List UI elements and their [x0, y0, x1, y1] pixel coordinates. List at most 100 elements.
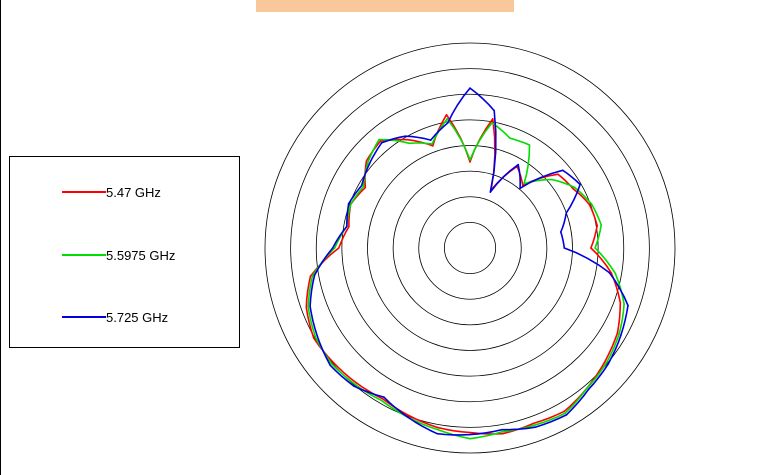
polar-ring-3 — [392, 170, 548, 326]
series-2-point-5 — [550, 178, 553, 181]
series-3-point-19 — [436, 432, 438, 435]
series-3-point-34 — [429, 139, 432, 141]
series-3-point-33 — [404, 135, 407, 137]
series-3-point-1 — [493, 109, 495, 112]
series-2-point-10 — [614, 272, 617, 275]
polar-ring-6 — [315, 93, 625, 403]
series-2-point-9 — [594, 247, 596, 249]
series-2-point-24 — [314, 336, 317, 339]
series-1-point-23 — [332, 361, 335, 364]
series-1-point-22 — [355, 382, 358, 384]
series-3-point-29 — [347, 203, 350, 205]
series-1-point-34 — [432, 145, 434, 147]
series-1-point-11 — [619, 301, 622, 304]
series-2-point-21 — [381, 399, 383, 402]
series-3-point-24 — [316, 335, 319, 337]
polar-ring-2 — [418, 196, 522, 300]
polar-rings — [264, 42, 676, 454]
polar-ring-1 — [443, 221, 497, 275]
series-3-point-15 — [565, 414, 568, 416]
series-1-point-31 — [365, 160, 368, 162]
series-1-point-7 — [588, 203, 591, 206]
series-3-point-9 — [563, 247, 566, 249]
series-1-point-8 — [596, 224, 598, 227]
series-3-point-25 — [309, 305, 311, 308]
series-3-point-16 — [534, 426, 536, 429]
legend-item-3: 5.725 GHz — [62, 308, 168, 326]
series-3-point-6 — [579, 183, 581, 186]
polar-ring-8 — [264, 42, 676, 454]
series-3-point-8 — [560, 231, 562, 233]
series-3-point-18 — [469, 433, 471, 436]
legend-label-1: 5.47 GHz — [106, 184, 161, 200]
series-1-point-17 — [502, 432, 504, 435]
series-3-point-31 — [368, 162, 371, 165]
series-2-point-33 — [408, 142, 411, 145]
series-1-point-25 — [305, 306, 308, 309]
legend-item-2: 5.5975 GHz — [62, 246, 175, 264]
series-3-point-5 — [561, 169, 564, 172]
legend-swatch-2 — [62, 254, 106, 256]
series-1-point-27 — [338, 247, 340, 249]
series-3-point-20 — [407, 416, 410, 419]
series-line-2 — [307, 118, 625, 440]
series-2-point-1 — [491, 122, 493, 124]
series-2-point-35 — [446, 118, 448, 120]
series-3-point-23 — [329, 364, 331, 367]
legend-item-1: 5.47 GHz — [62, 183, 161, 201]
series-1-point-13 — [604, 360, 606, 363]
series-1-point-10 — [610, 272, 613, 274]
series-1-point-19 — [437, 426, 440, 429]
series-2-point-15 — [564, 412, 567, 414]
series-2-point-23 — [331, 363, 333, 365]
series-2-point-6 — [573, 186, 576, 189]
series-3-point-22 — [353, 385, 355, 388]
series-1-point-15 — [563, 410, 566, 413]
series-1-point-18 — [469, 431, 471, 434]
series-3-point-26 — [313, 274, 316, 277]
series-3-point-35 — [447, 122, 449, 124]
series-2-point-25 — [307, 306, 309, 308]
series-3-point-12 — [620, 334, 622, 336]
series-1-point-6 — [572, 187, 574, 190]
series-2-point-18 — [469, 437, 471, 440]
series-1-point-35 — [445, 114, 448, 116]
frame-border-left — [0, 0, 1, 475]
series-1-point-21 — [382, 398, 384, 400]
series-2-point-29 — [349, 203, 352, 206]
polar-ring-5 — [341, 119, 599, 377]
series-3-point-17 — [501, 428, 503, 431]
series-3-point-3 — [517, 163, 519, 166]
series-2-point-4 — [523, 182, 525, 185]
series-line-3 — [309, 87, 629, 436]
series-3-point-32 — [380, 142, 383, 144]
series-3-point-0 — [469, 87, 471, 89]
polar-ring-4 — [367, 145, 573, 351]
series-1-point-16 — [533, 422, 535, 425]
series-2-point-22 — [354, 383, 357, 386]
series-2-point-31 — [367, 161, 369, 164]
series-2-point-12 — [618, 333, 620, 335]
series-1-point-24 — [313, 337, 315, 340]
polar-series — [305, 87, 629, 440]
series-2-point-27 — [333, 247, 336, 249]
series-2-point-3 — [528, 144, 531, 146]
series-3-point-30 — [360, 184, 363, 187]
series-2-point-7 — [590, 203, 593, 205]
series-1-point-5 — [557, 173, 559, 175]
polar-ring-7 — [290, 68, 650, 428]
series-1-point-12 — [616, 332, 619, 334]
series-2-point-30 — [362, 185, 365, 188]
series-2-point-32 — [378, 138, 380, 141]
series-1-point-9 — [590, 247, 592, 249]
series-3-point-2 — [489, 191, 492, 193]
series-3-point-21 — [383, 396, 385, 398]
series-3-point-10 — [608, 271, 611, 274]
series-2-point-14 — [586, 387, 589, 389]
series-2-point-26 — [311, 275, 314, 277]
legend-label-2: 5.5975 GHz — [106, 247, 176, 263]
series-2-point-11 — [623, 303, 625, 305]
legend-swatch-1 — [62, 191, 106, 193]
series-2-point-2 — [509, 137, 511, 139]
series-1-point-0 — [469, 161, 471, 163]
